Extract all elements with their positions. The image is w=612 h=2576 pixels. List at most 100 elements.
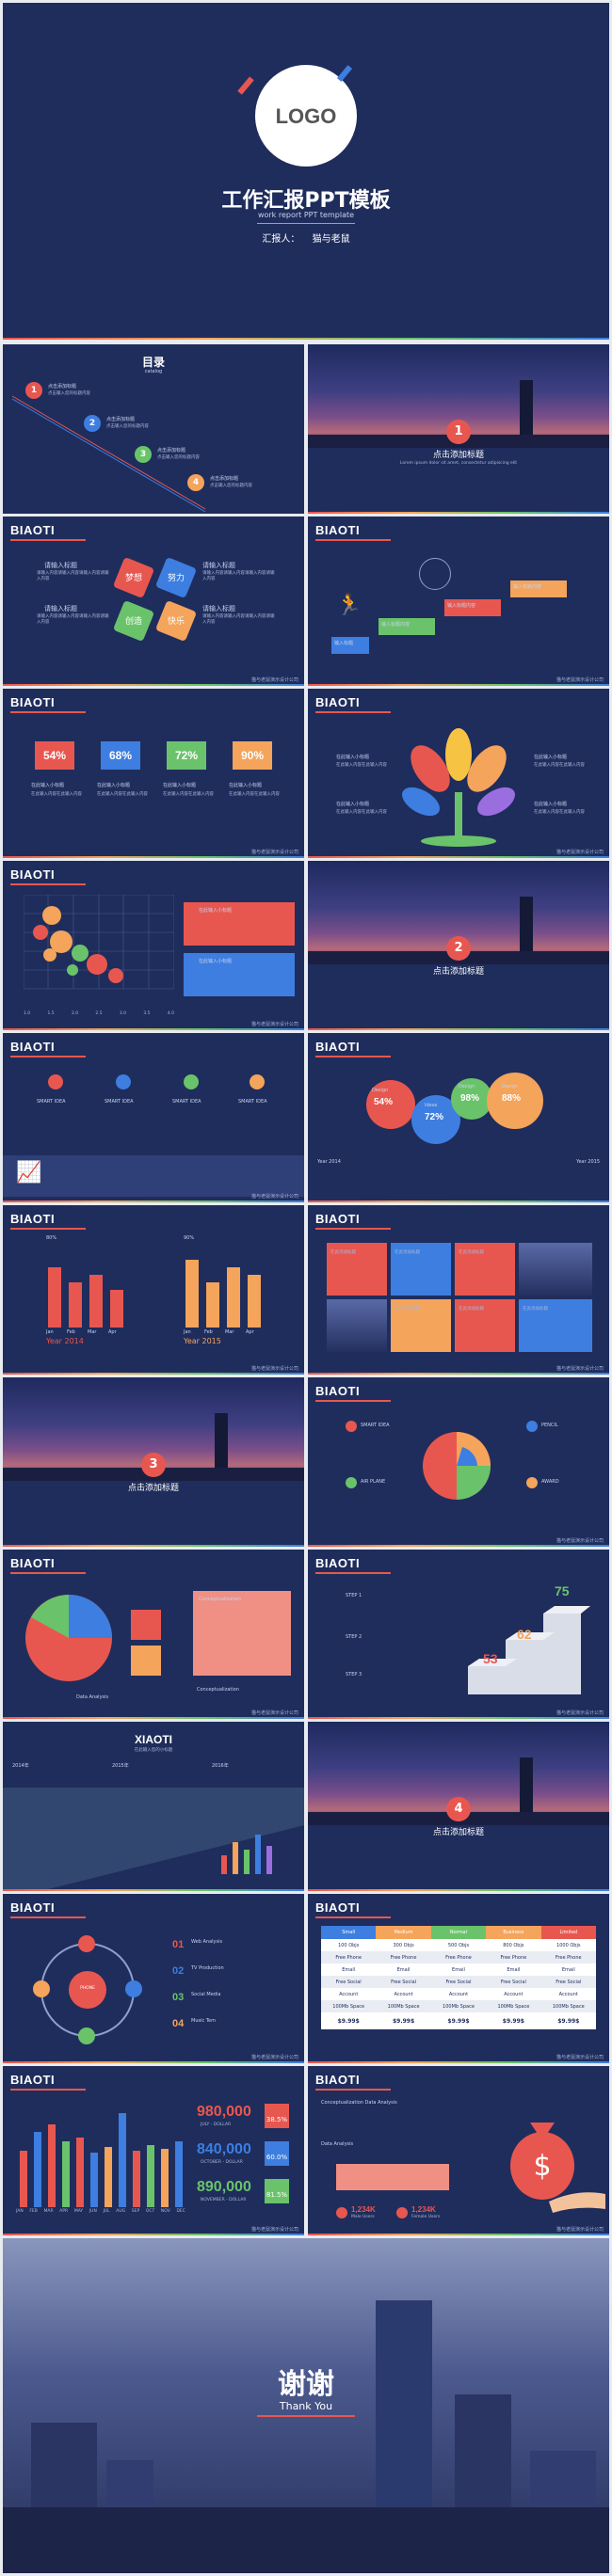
bars-slide[interactable]: BIAOTI Jan Feb Mar Apr Year 2014 Jan Feb… bbox=[3, 1205, 304, 1375]
monthly-bars-slide[interactable]: BIAOTI JAN FEB MAR APR MAY JUN JUL AUG SEP OCT NOV… bbox=[3, 2066, 304, 2235]
runner-icon: 🏃 bbox=[336, 594, 362, 617]
section-slide-4[interactable]: 4 点击添加标题 bbox=[308, 1722, 609, 1891]
footer-text: 猫与老鼠演示设计公司 bbox=[556, 1710, 604, 1716]
percent-tile: 54% bbox=[35, 741, 74, 770]
bar-group-left bbox=[46, 1243, 131, 1328]
step-label[interactable]: 输入标题内容 bbox=[447, 603, 476, 609]
price-cell: $9.99$ bbox=[502, 2017, 524, 2025]
item-title: AWARD bbox=[541, 1479, 559, 1485]
stat-badge: 81.5% bbox=[265, 2179, 289, 2203]
item-title: PENCIL bbox=[541, 1423, 558, 1428]
catalog-item-title[interactable]: 点击添加标题 bbox=[157, 448, 186, 453]
steps-slide[interactable]: BIAOTI 🏃 输入标题 输入标题内容 输入标题内容 输入标题内容 猫与老鼠演… bbox=[308, 517, 609, 686]
cell-title: 在此添加标题 bbox=[459, 1250, 484, 1255]
table-row: 100 Objs 300 Objs 500 Objs 800 Objs 1000 Obj… bbox=[321, 1939, 596, 1951]
footer-text: 猫与老鼠演示设计公司 bbox=[250, 677, 298, 683]
bar bbox=[133, 2151, 140, 2207]
slide-header: BIAOTI bbox=[10, 867, 56, 882]
grid-cell bbox=[455, 1243, 515, 1296]
header-underline bbox=[10, 1056, 86, 1057]
color-strip bbox=[308, 1201, 609, 1202]
table-cell: Free Phone bbox=[445, 1954, 472, 1961]
pricing-slide[interactable]: BIAOTI Small Medium Normal Business Limi… bbox=[308, 1894, 609, 2063]
reporter-line: 汇报人： 猫与老鼠 bbox=[3, 231, 609, 245]
table-cell: Email bbox=[452, 1966, 465, 1973]
month-label: AUG bbox=[116, 2209, 126, 2214]
bar bbox=[206, 1282, 219, 1328]
bar bbox=[110, 1290, 123, 1328]
center-circle bbox=[69, 1971, 106, 2009]
pie-slide[interactable]: BIAOTI Conceptualization Data Analysis C… bbox=[3, 1550, 304, 1719]
slide-header: BIAOTI bbox=[10, 2073, 56, 2087]
color-strip bbox=[308, 1889, 609, 1891]
badges-slide[interactable]: BIAOTI 梦想 努力 创造 快乐 请输入标题 请输入内容请输入内容请输入内容… bbox=[3, 517, 304, 686]
catalog-item-title[interactable]: 点击添加标题 bbox=[106, 417, 136, 422]
pencil-icon bbox=[526, 1421, 538, 1432]
section-title[interactable]: 点击添加标题 bbox=[127, 1484, 179, 1493]
camera-icon bbox=[131, 1610, 161, 1640]
month-label: Apr bbox=[246, 1329, 254, 1335]
badge-label: 努力 bbox=[167, 574, 185, 583]
cover-slide[interactable]: LOGO 工作汇报PPT模板 work report PPT template … bbox=[3, 3, 609, 340]
grid-slide[interactable]: BIAOTI 在此添加标题 在此添加标题 在此添加标题 在此添加标题 在此添加标… bbox=[308, 1205, 609, 1375]
male-label: Male Users bbox=[351, 2215, 375, 2219]
year-label: Year 2015 bbox=[184, 1337, 221, 1345]
stairs-slide[interactable]: BIAOTI STEP 1 STEP 2 STEP 3 75 62 53 猫与老… bbox=[308, 1550, 609, 1719]
section-title[interactable]: 点击添加标题 bbox=[432, 1828, 484, 1837]
catalog-slide[interactable]: 目录 catalog 1 点击添加标题 点击输入您的标题内容 2 点击添加标题 … bbox=[3, 344, 304, 514]
slide-header: BIAOTI bbox=[10, 523, 56, 537]
bubble-title: Ideas bbox=[425, 1103, 438, 1108]
badge-label: 快乐 bbox=[167, 617, 185, 627]
section-title[interactable]: 点击添加标题 bbox=[432, 451, 484, 460]
bar-value: 90% bbox=[184, 1235, 195, 1241]
tree-slide[interactable]: BIAOTI 在此输入小标题 在此输入内容在此输入内容 在此输入小标题 在此输入… bbox=[308, 689, 609, 858]
table-row: $9.99$ $9.99$ $9.99$ $9.99$ $9.99$ bbox=[321, 2012, 596, 2029]
month-label: NOV bbox=[160, 2209, 170, 2214]
step-label[interactable]: 输入标题内容 bbox=[381, 622, 411, 628]
caption: Data Analysis bbox=[76, 1694, 109, 1700]
item-title: SMART IDEA bbox=[361, 1423, 390, 1428]
color-strip bbox=[3, 1373, 304, 1375]
section-number: 2 bbox=[446, 936, 471, 961]
item-desc: 在此输入内容在此输入内容 bbox=[534, 810, 585, 815]
ideas-slide[interactable]: BIAOTI SMART IDEA SMART IDEA SMART IDEA … bbox=[3, 1033, 304, 1202]
venn-slide[interactable]: BIAOTI Design 54% Ideas 72% Design 98% D… bbox=[308, 1033, 609, 1202]
bubble-grid-slide[interactable]: BIAOTI 1.0 1.5 2.0 2.5 3.0 3.5 4.0 在此输入小标题 在此输… bbox=[3, 861, 304, 1030]
step-label[interactable]: 输入标题内容 bbox=[513, 584, 542, 590]
tile-desc: 在此输入内容在此输入内容 bbox=[229, 792, 280, 797]
bar bbox=[244, 1850, 250, 1874]
catalog-item-title[interactable]: 点击添加标题 bbox=[210, 476, 239, 482]
item-title: 在此输入小标题 bbox=[534, 755, 568, 760]
end-slide[interactable]: 谢谢 Thank You bbox=[3, 2238, 609, 2573]
catalog-item-title[interactable]: 点击添加标题 bbox=[48, 384, 77, 390]
month-label: JAN bbox=[16, 2209, 24, 2214]
bar bbox=[89, 1275, 103, 1328]
svg-text:$: $ bbox=[533, 2150, 551, 2183]
sphere-slide[interactable]: BIAOTI SMART IDEA PENCIL AIR PLANE AWARD… bbox=[308, 1377, 609, 1547]
cycle-slide[interactable]: BIAOTI PHONE 01 Web Analysis 02 TV Produ… bbox=[3, 1894, 304, 2063]
table-cell: 100Mb Space bbox=[552, 2003, 585, 2010]
table-cell: 1000 Objs bbox=[556, 1942, 581, 1948]
tick-label: 2.0 bbox=[71, 1011, 79, 1016]
caption: Conceptualization bbox=[197, 1687, 239, 1693]
section-slide-2[interactable]: 2 点击添加标题 bbox=[308, 861, 609, 1030]
xiaoti-slide[interactable]: XIAOTI 在此输入您的小标题 2014年 2015年 2016年 bbox=[3, 1722, 304, 1891]
section-slide-3[interactable]: 3 点击添加标题 bbox=[3, 1377, 304, 1547]
money-bag-slide[interactable]: BIAOTI Conceptualization Data Analysis D… bbox=[308, 2066, 609, 2235]
section-slide-1[interactable]: 1 点击添加标题 Lorem ipsum dolor sit amet, con… bbox=[308, 344, 609, 514]
section-title[interactable]: 点击添加标题 bbox=[432, 967, 484, 977]
step-label: STEP 3 bbox=[346, 1672, 362, 1678]
tower bbox=[520, 380, 533, 448]
table-cell: 300 Objs bbox=[393, 1942, 414, 1948]
bar bbox=[161, 2149, 169, 2207]
globe-icon bbox=[78, 1935, 95, 1952]
male-icon bbox=[336, 2207, 347, 2218]
step-label[interactable]: 输入标题 bbox=[334, 641, 354, 646]
info-box-title: Conceptualization bbox=[199, 1597, 241, 1602]
cell-title: 在此添加标题 bbox=[395, 1250, 420, 1255]
idea-title: SMART IDEA bbox=[172, 1099, 201, 1105]
monthly-chart bbox=[16, 2104, 185, 2207]
slide-header: BIAOTI bbox=[315, 695, 361, 709]
header-underline bbox=[315, 1916, 391, 1918]
percent-slide[interactable]: BIAOTI 54% 68% 72% 90% 在此输入小标题 在此输入小标题 在… bbox=[3, 689, 304, 858]
